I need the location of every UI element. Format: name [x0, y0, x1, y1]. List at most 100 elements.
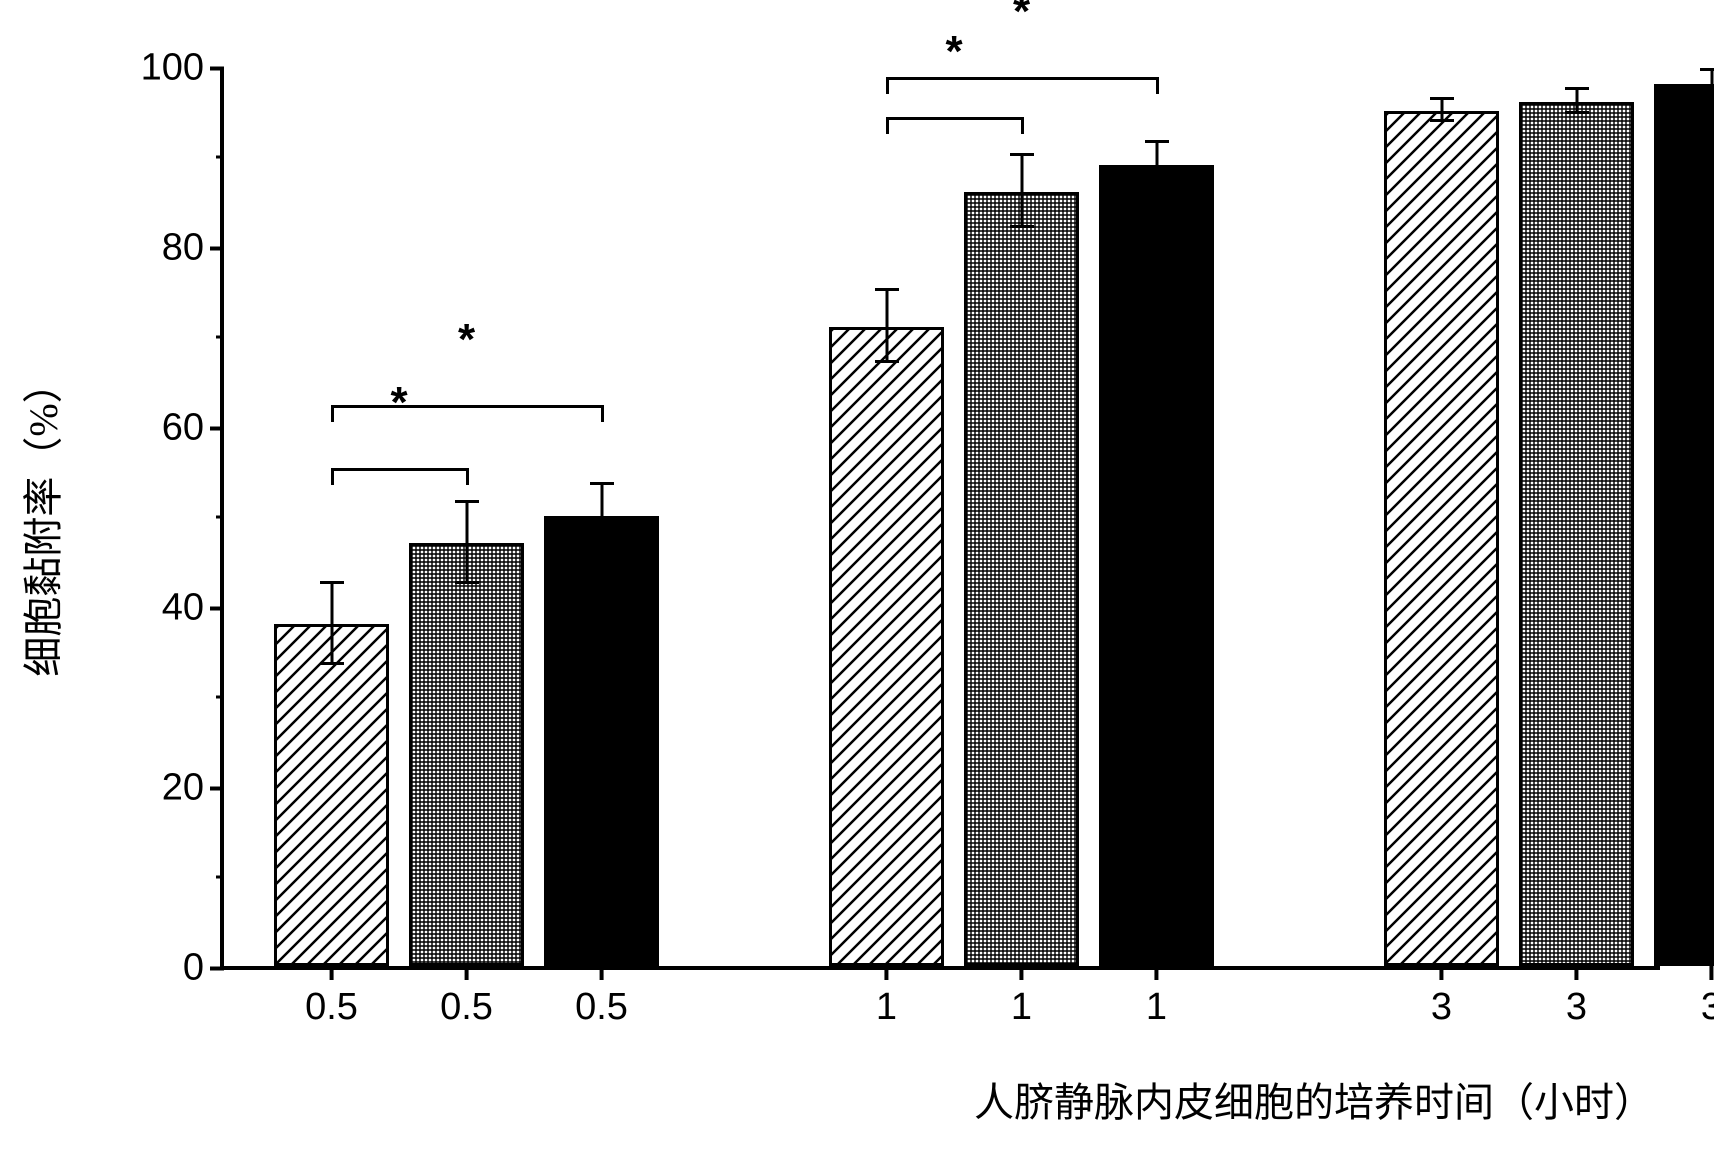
x-tick: 1: [1011, 966, 1032, 1029]
x-tick-label: 0.5: [440, 986, 493, 1029]
x-tick-label: 0.5: [305, 986, 358, 1029]
bar-fill: [412, 546, 521, 963]
error-cap: [1145, 185, 1169, 188]
error-cap: [1565, 111, 1589, 114]
x-tick-mark: [1019, 966, 1023, 980]
y-tick-mark: [210, 786, 224, 790]
sig-bracket-end: [886, 117, 889, 134]
x-tick-mark: [599, 966, 603, 980]
x-tick: 3: [1701, 966, 1714, 1029]
sig-label: *: [1013, 0, 1030, 37]
bar-fill: [832, 330, 941, 963]
error-bar: [1155, 143, 1158, 188]
bar-fill: [1522, 105, 1631, 963]
x-tick-label: 3: [1431, 986, 1452, 1029]
error-cap: [590, 482, 614, 485]
x-tick: 0.5: [440, 966, 493, 1029]
x-tick-mark: [1709, 966, 1713, 980]
error-cap: [590, 545, 614, 548]
x-axis-label: 人脐静脉内皮细胞的培养时间（小时）: [974, 1070, 1654, 1128]
x-tick: 0.5: [305, 966, 358, 1029]
bar: [544, 516, 659, 966]
bar: [274, 624, 389, 966]
error-cap: [1565, 87, 1589, 90]
sig-bracket: [332, 468, 467, 471]
error-cap: [455, 581, 479, 584]
sig-bracket-end: [466, 468, 469, 485]
y-axis-label: 细胞黏附率（%）: [11, 363, 69, 676]
error-bar: [600, 485, 603, 548]
x-tick: 1: [1146, 966, 1167, 1029]
error-cap: [1010, 153, 1034, 156]
bar-fill: [547, 519, 656, 963]
error-cap: [1430, 119, 1454, 122]
error-bar: [1020, 156, 1023, 228]
sig-label: *: [390, 378, 407, 428]
error-cap: [1145, 140, 1169, 143]
x-tick-mark: [1574, 966, 1578, 980]
y-tick-mark: [210, 246, 224, 250]
x-tick-mark: [329, 966, 333, 980]
x-tick-label: 0.5: [575, 986, 628, 1029]
bar-fill: [277, 627, 386, 963]
y-minor-tick: [216, 516, 224, 519]
y-tick-mark: [210, 966, 224, 970]
sig-bracket-end: [601, 405, 604, 422]
y-tick-label: 100: [141, 47, 204, 90]
plot-area: 0204060801000.50.50.5111333****: [220, 70, 1660, 970]
y-minor-tick: [216, 696, 224, 699]
sig-label: *: [458, 315, 475, 365]
error-cap: [875, 360, 899, 363]
bar: [1519, 102, 1634, 966]
bar-fill: [967, 195, 1076, 963]
sig-bracket-end: [331, 405, 334, 422]
x-tick-mark: [1439, 966, 1443, 980]
x-tick: 0.5: [575, 966, 628, 1029]
x-tick-label: 3: [1566, 986, 1587, 1029]
y-minor-tick: [216, 336, 224, 339]
y-tick: 100: [141, 47, 224, 90]
bar: [964, 192, 1079, 966]
sig-bracket-end: [331, 468, 334, 485]
y-tick: 60: [162, 407, 224, 450]
error-bar: [885, 291, 888, 363]
bar-fill: [1102, 168, 1211, 963]
y-tick-label: 80: [162, 227, 204, 270]
x-tick-label: 1: [1146, 986, 1167, 1029]
error-bar: [1710, 71, 1713, 98]
x-tick: 1: [876, 966, 897, 1029]
y-tick: 80: [162, 227, 224, 270]
sig-bracket: [887, 77, 1157, 80]
x-tick-mark: [464, 966, 468, 980]
x-tick-label: 1: [1011, 986, 1032, 1029]
error-cap: [875, 288, 899, 291]
sig-bracket: [887, 117, 1022, 120]
y-minor-tick: [216, 156, 224, 159]
bar: [1384, 111, 1499, 966]
y-tick-mark: [210, 606, 224, 610]
sig-bracket-end: [1156, 77, 1159, 94]
sig-label: *: [945, 27, 962, 77]
y-tick-label: 0: [183, 947, 204, 990]
y-tick: 0: [183, 947, 224, 990]
bar-fill: [1387, 114, 1496, 963]
x-tick-label: 3: [1701, 986, 1714, 1029]
bar: [1099, 165, 1214, 966]
y-tick-label: 20: [162, 767, 204, 810]
y-tick-label: 60: [162, 407, 204, 450]
sig-bracket-end: [1021, 117, 1024, 134]
y-tick-mark: [210, 66, 224, 70]
y-tick-label: 40: [162, 587, 204, 630]
y-tick: 20: [162, 767, 224, 810]
error-cap: [1700, 68, 1714, 71]
error-cap: [320, 662, 344, 665]
bar: [1654, 84, 1714, 966]
y-tick-mark: [210, 426, 224, 430]
x-tick-mark: [884, 966, 888, 980]
bar: [829, 327, 944, 966]
chart-container: 细胞黏附率（%） 人脐静脉内皮细胞的培养时间（小时） 0 20 40 60 80 100 0…: [0, 0, 1714, 1165]
error-bar: [465, 503, 468, 584]
sig-bracket-end: [886, 77, 889, 94]
error-cap: [320, 581, 344, 584]
x-tick-label: 1: [876, 986, 897, 1029]
